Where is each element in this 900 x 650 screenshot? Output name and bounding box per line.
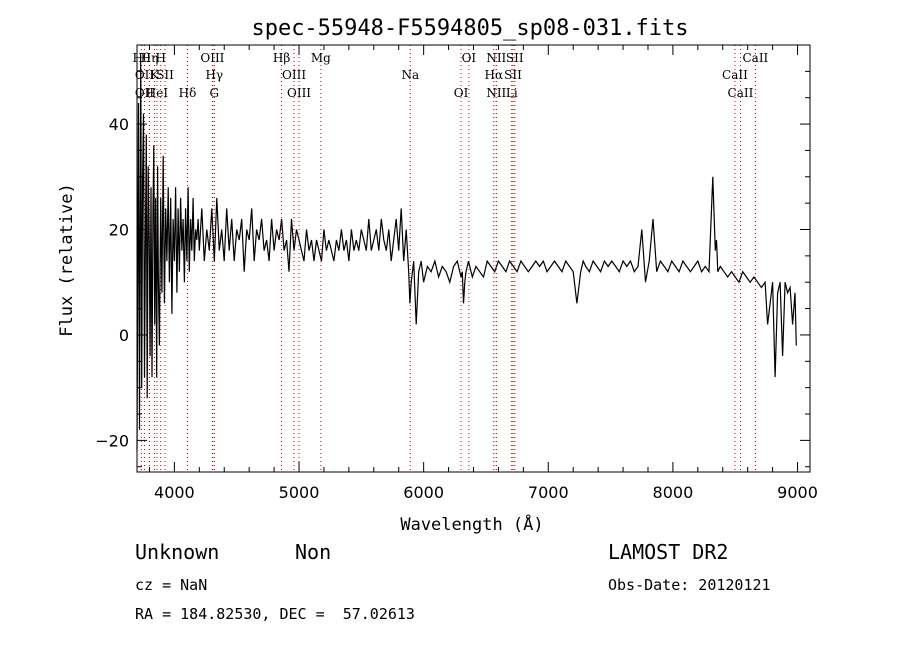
line-label-24: SII (506, 51, 524, 65)
line-label-11: G (209, 86, 219, 100)
coordinates-text: RA = 184.82530, DEC = 57.02613 (135, 605, 415, 623)
line-label-7: SII (156, 68, 174, 82)
redshift-text: cz = NaN (135, 576, 208, 594)
x-tick-label-2: 6000 (403, 483, 444, 502)
line-label-25: CaII (722, 68, 748, 82)
y-tick-label-2: 20 (109, 221, 129, 240)
line-label-10: Hγ (205, 68, 223, 82)
object-subclass: Non (295, 540, 332, 564)
line-label-17: OI (454, 86, 469, 100)
line-label-3: Hη (141, 51, 159, 65)
line-label-26: CaII (728, 86, 754, 100)
obs-date: Obs-Date: 20120121 (608, 576, 771, 594)
survey-name: LAMOST DR2 (608, 540, 729, 564)
chart-title: spec-55948-F5594805_sp08-031.fits (251, 16, 688, 41)
line-label-6: H (155, 51, 165, 65)
line-label-5: HeI (146, 86, 169, 100)
y-tick-label-3: 40 (109, 115, 129, 134)
line-label-20: NII (486, 86, 506, 100)
line-label-2: OII (135, 86, 155, 100)
series-layer (136, 60, 797, 451)
line-label-9: OIII (200, 51, 224, 65)
line-label-layer: HθOIIOIIHηKHeIHSIIHδOIIIHγGHβOIIIOIIIMgN… (133, 51, 769, 100)
x-axis-label: Wavelength (Å) (400, 513, 543, 535)
x-tick-label-5: 9000 (777, 483, 818, 502)
line-label-21: NII (486, 51, 506, 65)
line-label-12: Hβ (273, 51, 290, 65)
line-label-4: K (150, 68, 160, 82)
line-label-18: OI (462, 51, 477, 65)
y-tick-label-1: 0 (119, 326, 129, 345)
line-label-13: OIII (282, 68, 306, 82)
y-axis-label: Flux (relative) (57, 183, 77, 337)
x-tick-label-0: 4000 (154, 483, 195, 502)
spectrum-series-0 (136, 60, 797, 451)
line-label-16: Na (401, 68, 419, 82)
line-label-19: Hα (485, 68, 504, 82)
x-tick-label-4: 8000 (653, 483, 694, 502)
line-label-22: SII (504, 68, 522, 82)
x-tick-label-3: 7000 (528, 483, 569, 502)
line-label-15: Mg (311, 51, 331, 65)
line-label-14: OIII (287, 86, 311, 100)
axis-layer: 4000 5000 6000 7000 8000 9000 −20 0 20 40 (95, 44, 818, 502)
line-label-23: Li (506, 86, 518, 100)
object-class: Unknown (135, 540, 220, 564)
x-tick-label-1: 5000 (279, 483, 320, 502)
line-label-8: Hδ (179, 86, 197, 100)
line-label-27: CaII (742, 51, 768, 65)
y-tick-label-0: −20 (95, 431, 129, 450)
